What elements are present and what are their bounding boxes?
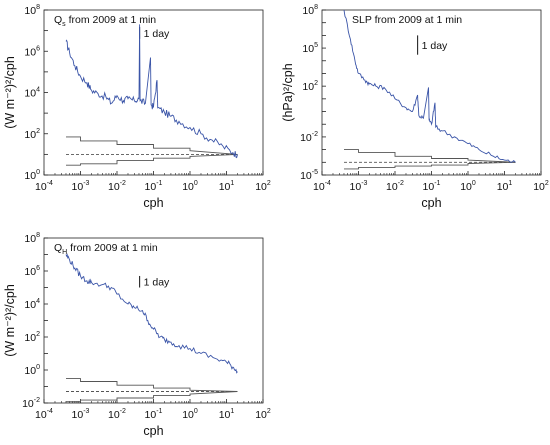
x-axis-title: cph: [143, 196, 163, 210]
x-tick-label: 10-2: [108, 408, 126, 421]
x-axis-title: cph: [143, 424, 163, 438]
ci-lower-line: [66, 391, 238, 403]
y-tick-label: 108: [24, 4, 40, 17]
x-tick-label: 10-2: [386, 180, 404, 193]
y-tick-label: 106: [24, 45, 40, 58]
x-tick-label: 100: [182, 408, 198, 421]
x-tick-label: 102: [255, 408, 271, 421]
spectrum-line: [65, 24, 238, 159]
x-tick-label: 101: [497, 180, 513, 193]
x-tick-label: 10-3: [72, 180, 90, 193]
spectrum-line: [65, 253, 238, 374]
y-tick-label: 105: [302, 42, 318, 55]
x-tick-label: 10-4: [313, 180, 331, 193]
panel-title: QH from 2009 at 1 min: [54, 242, 158, 256]
x-tick-label: 102: [255, 180, 271, 193]
plot-frame: [321, 9, 542, 176]
x-tick-label: 100: [182, 180, 198, 193]
y-tick-label: 100: [24, 169, 40, 182]
y-tick-label: 102: [24, 331, 40, 344]
ci-upper-line: [66, 136, 238, 155]
y-tick-label: 10-5: [300, 169, 318, 182]
x-tick-label: 10-1: [145, 180, 163, 193]
x-tick-label: 10-3: [350, 180, 368, 193]
day-marker-label: 1 day: [144, 28, 170, 40]
y-axis-title: (W m⁻²)²/cph: [3, 284, 17, 357]
y-tick-label: 102: [24, 128, 40, 141]
spectrum-line: [343, 9, 516, 163]
x-tick-label: 10-1: [145, 408, 163, 421]
y-tick-label: 102: [302, 80, 318, 93]
day-marker-label: 1 day: [144, 277, 170, 289]
y-axis-title: (W m⁻²)²/cph: [3, 56, 17, 129]
y-tick-label: 104: [24, 87, 40, 100]
y-tick-label: 108: [302, 4, 318, 17]
x-tick-label: 10-3: [72, 408, 90, 421]
y-tick-label: 108: [24, 232, 40, 245]
x-tick-label: 101: [219, 180, 235, 193]
ci-upper-line: [344, 149, 516, 163]
x-tick-label: 100: [460, 180, 476, 193]
y-axis-title: (hPa)²/cph: [281, 63, 295, 121]
x-tick-label: 10-2: [108, 180, 126, 193]
x-tick-label: 10-4: [35, 408, 53, 421]
y-tick-label: 106: [24, 265, 40, 278]
y-tick-label: 100: [24, 364, 40, 377]
x-tick-label: 10-4: [35, 180, 53, 193]
ci-lower-line: [66, 153, 238, 166]
panel-title: Qs from 2009 at 1 min: [54, 14, 156, 28]
ci-upper-line: [66, 378, 238, 392]
panel-1: 10-4 10-3 10-2 10-1 100 101 102 100 102 104 106 108…: [3, 4, 271, 210]
panel-3: 10-4 10-3 10-2 10-1 100 101 102 10-2 100 102 104 10…: [3, 232, 271, 438]
y-tick-label: 10-2: [300, 131, 318, 144]
y-tick-label: 104: [24, 298, 40, 311]
day-marker-label: 1 day: [422, 40, 448, 52]
x-tick-label: 10-1: [423, 180, 441, 193]
x-tick-label: 101: [219, 408, 235, 421]
y-tick-label: 10-2: [22, 397, 40, 410]
x-tick-label: 102: [533, 180, 549, 193]
panel-2: 10-4 10-3 10-2 10-1 100 101 102 10-5 10-2 102 105 1…: [281, 4, 549, 210]
x-axis-title: cph: [421, 196, 441, 210]
panel-title: SLP from 2009 at 1 min: [352, 14, 462, 26]
ci-lower-line: [344, 161, 516, 170]
